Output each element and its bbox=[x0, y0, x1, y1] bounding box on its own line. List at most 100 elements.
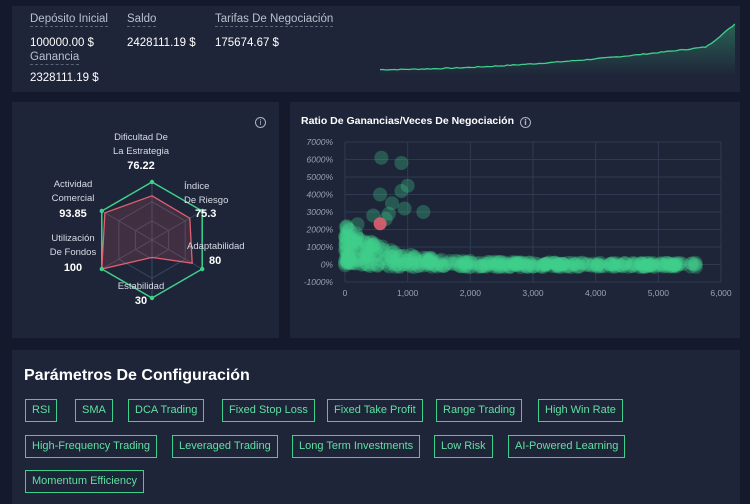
scatter-point bbox=[617, 257, 632, 271]
scatter-point bbox=[591, 257, 606, 272]
scatter-point bbox=[371, 247, 386, 262]
scatter-point bbox=[625, 257, 640, 272]
scatter-point bbox=[450, 254, 465, 269]
scatter-point bbox=[672, 255, 687, 270]
scatter-point bbox=[404, 259, 419, 274]
scatter-point bbox=[590, 257, 605, 272]
scatter-point bbox=[405, 256, 420, 271]
scatter-point bbox=[644, 258, 659, 273]
tag-high-win-rate[interactable]: High Win Rate bbox=[538, 399, 623, 422]
tag-fixed-take-profit[interactable]: Fixed Take Profit bbox=[327, 399, 423, 422]
scatter-point-outlier bbox=[394, 156, 409, 170]
scatter-point bbox=[565, 255, 580, 270]
scatter-point bbox=[542, 255, 557, 270]
tag-range-trading[interactable]: Range Trading bbox=[436, 399, 523, 422]
scatter-point bbox=[344, 255, 359, 270]
scatter-point bbox=[340, 244, 355, 259]
info-icon[interactable]: i bbox=[255, 117, 266, 128]
scatter-point bbox=[551, 257, 566, 272]
scatter-point bbox=[655, 257, 669, 272]
scatter-point bbox=[562, 258, 577, 273]
fees-label: Tarifas De Negociación bbox=[215, 13, 334, 27]
scatter-point bbox=[586, 258, 601, 273]
scatter-point-outlier bbox=[400, 178, 415, 193]
scatter-point bbox=[525, 259, 540, 274]
tag-sma[interactable]: SMA bbox=[75, 399, 113, 422]
info-icon[interactable]: i bbox=[519, 117, 531, 128]
scatter-point bbox=[354, 257, 369, 272]
radar-value-adaptability: 80 bbox=[209, 255, 222, 267]
scatter-point bbox=[475, 259, 490, 273]
scatter-point bbox=[419, 252, 434, 267]
scatter-point bbox=[397, 257, 412, 271]
scatter-point bbox=[659, 255, 674, 270]
scatter-point bbox=[339, 242, 353, 257]
scatter-point bbox=[548, 255, 563, 270]
scatter-point bbox=[527, 259, 542, 274]
scatter-point bbox=[647, 259, 662, 274]
scatter-point bbox=[339, 224, 354, 239]
scatter-point bbox=[407, 260, 422, 275]
scatter-point bbox=[343, 242, 358, 257]
tag-fixed-stop-loss[interactable]: Fixed Stop Loss bbox=[222, 399, 315, 422]
scatter-point bbox=[539, 256, 554, 271]
scatter-point bbox=[497, 257, 511, 272]
scatter-point bbox=[422, 252, 437, 267]
scatter-point bbox=[338, 228, 353, 243]
scatter-point bbox=[341, 255, 356, 270]
scatter-point bbox=[340, 256, 355, 271]
scatter-point bbox=[625, 259, 640, 274]
scatter-point bbox=[506, 256, 521, 271]
fees-value: 175674.67 $ bbox=[215, 37, 279, 49]
tag-high-frequency-trading[interactable]: High-Frequency Trading bbox=[25, 435, 158, 458]
scatter-point bbox=[343, 233, 358, 248]
tag-rsi[interactable]: RSI bbox=[25, 399, 58, 422]
radar-vertex-dot bbox=[200, 266, 205, 272]
config-title: Parámetros De Configuración bbox=[24, 367, 250, 384]
scatter-point bbox=[508, 257, 523, 272]
tag-low-risk[interactable]: Low Risk bbox=[434, 435, 493, 458]
tag-leveraged-trading[interactable]: Leveraged Trading bbox=[172, 435, 278, 458]
scatter-point bbox=[365, 238, 380, 252]
scatter-point bbox=[357, 256, 372, 271]
scatter-point bbox=[658, 258, 673, 273]
scatter-point bbox=[422, 254, 437, 269]
scatter-point bbox=[675, 257, 690, 271]
scatter-point bbox=[339, 254, 354, 268]
scatter-point-highlight[interactable] bbox=[373, 217, 387, 231]
scatter-point bbox=[641, 258, 656, 273]
scatter-point bbox=[338, 230, 353, 245]
x-tick-label: 0 bbox=[343, 288, 348, 298]
tag-long-term-investments[interactable]: Long Term Investments bbox=[292, 435, 421, 458]
scatter-point bbox=[641, 256, 655, 270]
scatter-point-outlier bbox=[373, 187, 388, 202]
tag-ai-powered-learning[interactable]: AI-Powered Learning bbox=[508, 435, 626, 458]
y-axis-ticks: 7000% 6000% 5000% 4000% 3000% 2000% 1000% 0% -10… bbox=[304, 137, 334, 287]
scatter-point bbox=[457, 259, 472, 274]
scatter-point bbox=[424, 252, 439, 267]
scatter-point bbox=[586, 256, 601, 271]
scatter-point bbox=[363, 238, 378, 253]
scatter-point bbox=[627, 256, 642, 271]
scatter-point bbox=[509, 256, 524, 271]
scatter-point bbox=[662, 259, 677, 274]
tag-momentum-efficiency[interactable]: Momentum Efficiency bbox=[25, 470, 144, 493]
radar-shape bbox=[101, 195, 193, 270]
scatter-point bbox=[363, 259, 378, 273]
scatter-point bbox=[357, 247, 372, 262]
scatter-point bbox=[526, 259, 541, 274]
tag-dca-trading[interactable]: DCA Trading bbox=[128, 399, 205, 422]
scatter-point bbox=[349, 233, 364, 248]
stats-panel: Depósito Inicial 100000.00 $ Ganancia 23… bbox=[12, 6, 740, 92]
scatter-point bbox=[462, 255, 477, 270]
scatter-point bbox=[563, 260, 578, 275]
scatter-point bbox=[391, 253, 406, 268]
scatter-point bbox=[343, 252, 358, 267]
scatter-point bbox=[384, 243, 399, 258]
scatter-point bbox=[426, 256, 441, 271]
scatter-point bbox=[637, 260, 652, 275]
y-tick-label: 6000% bbox=[307, 155, 334, 165]
scatter-point bbox=[459, 255, 474, 270]
scatter-point bbox=[548, 259, 563, 274]
scatter-point bbox=[449, 256, 464, 271]
